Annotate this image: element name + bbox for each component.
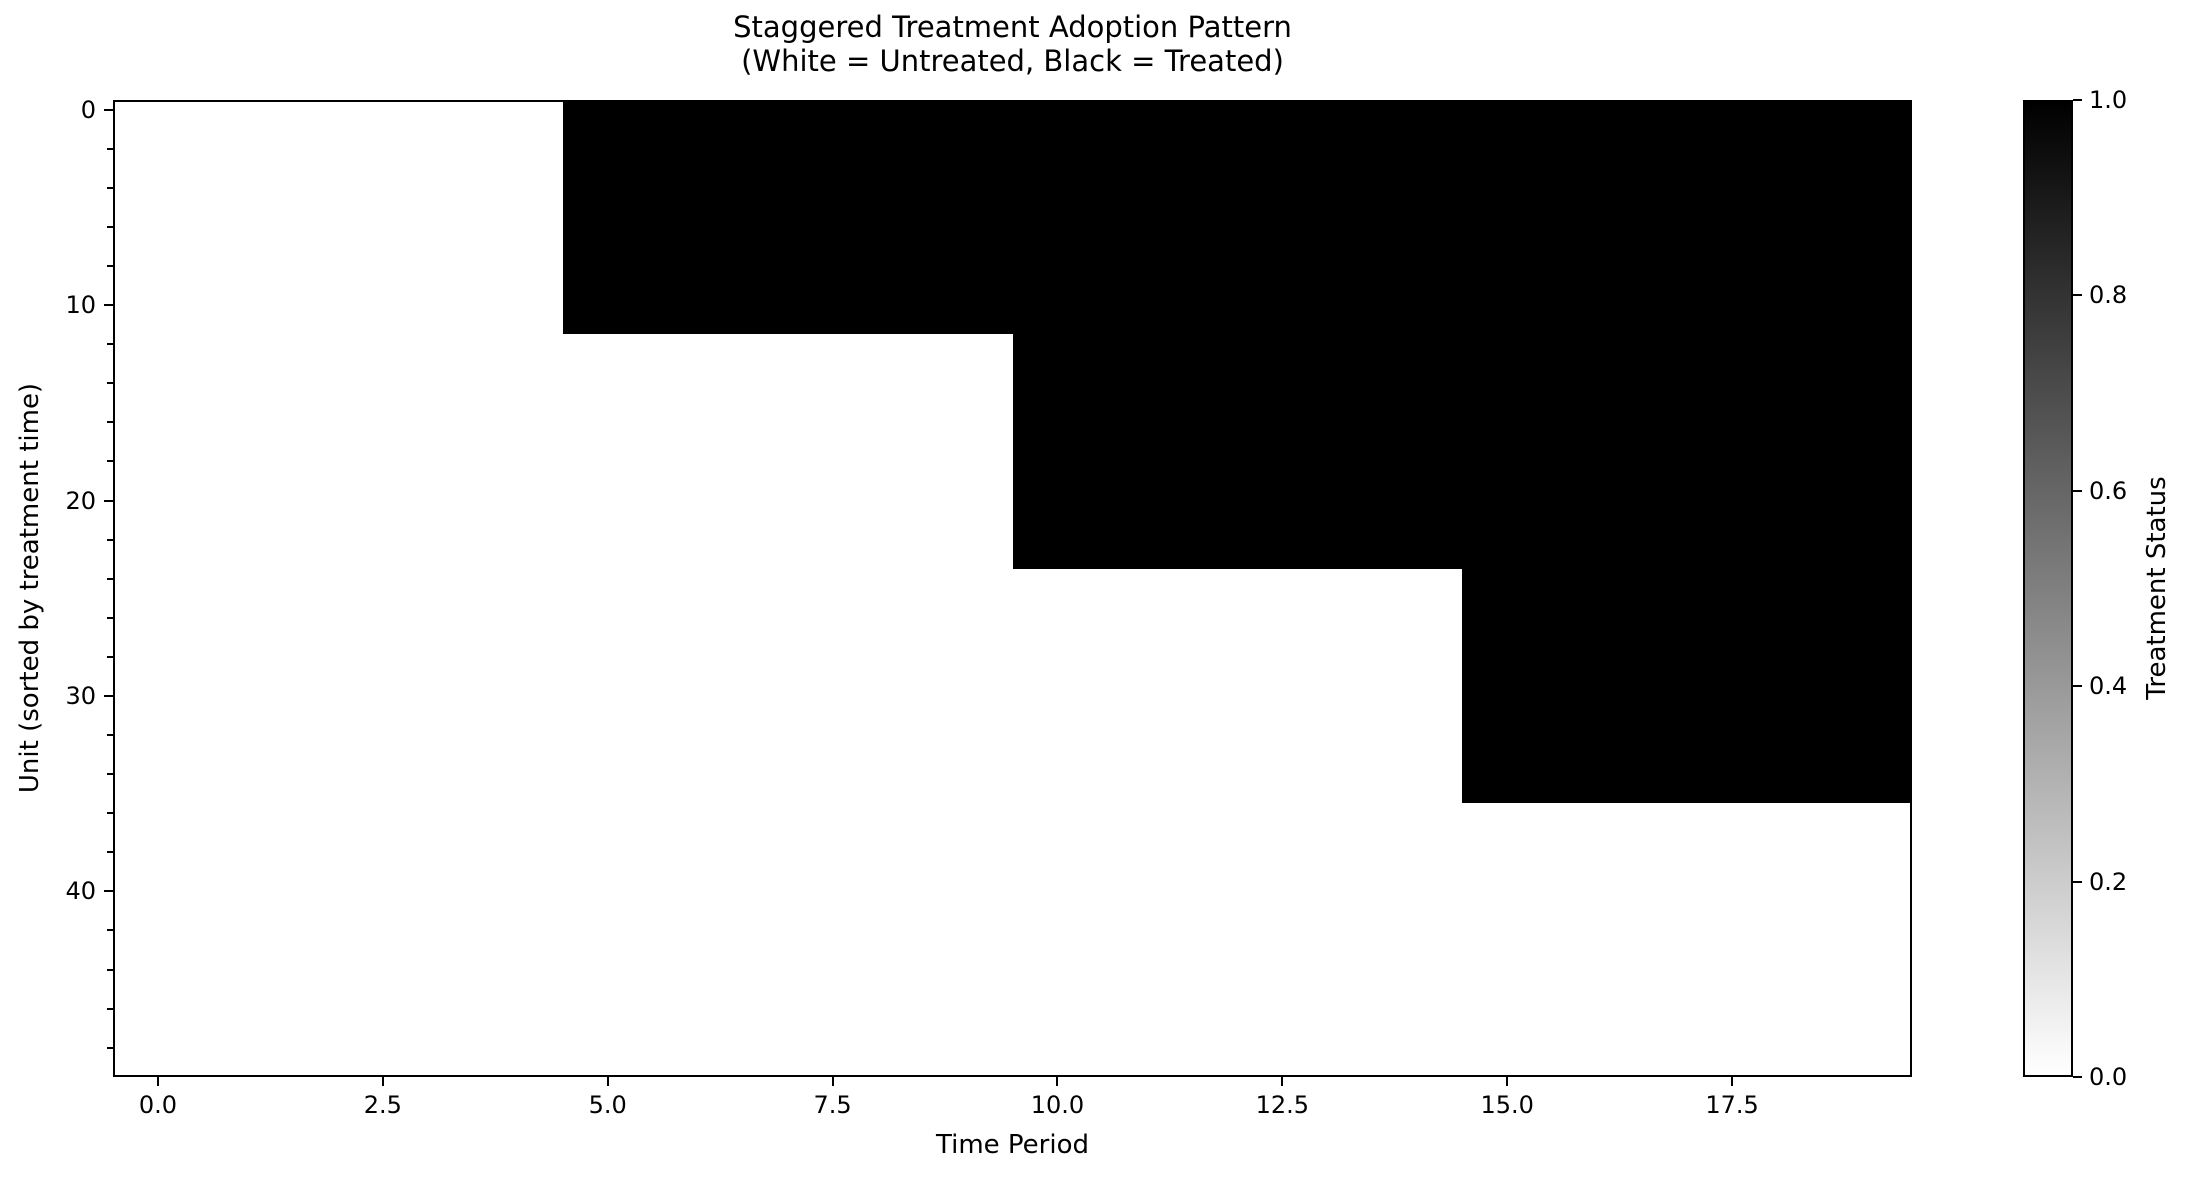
x-tick-mark xyxy=(606,1077,609,1086)
chart-subtitle: (White = Untreated, Black = Treated) xyxy=(741,44,1284,78)
y-tick-label: 20 xyxy=(65,486,96,515)
colorbar-tick-mark xyxy=(2073,294,2082,297)
y-tick-mark xyxy=(104,499,113,502)
colorbar-tick-mark xyxy=(2073,685,2082,688)
x-tick-mark xyxy=(1731,1077,1734,1086)
x-tick-label: 2.5 xyxy=(363,1091,402,1119)
colorbar xyxy=(2023,100,2073,1077)
y-minor-tick-mark xyxy=(107,773,113,776)
y-minor-tick-mark xyxy=(107,538,113,541)
y-minor-tick-mark xyxy=(107,226,113,228)
y-minor-tick-mark xyxy=(107,929,113,932)
x-tick-label: 7.5 xyxy=(813,1091,852,1119)
y-minor-tick-mark xyxy=(107,421,113,424)
x-tick-label: 10.0 xyxy=(1030,1091,1085,1119)
x-tick-label: 12.5 xyxy=(1255,1091,1310,1119)
colorbar-tick-label: 0.4 xyxy=(2089,672,2128,701)
x-tick-mark xyxy=(381,1077,384,1086)
y-minor-tick-mark xyxy=(107,1007,113,1010)
treated-block-units-12-23 xyxy=(1012,334,1912,569)
y-tick-label: 30 xyxy=(65,681,96,710)
y-minor-tick-mark xyxy=(107,186,113,189)
y-tick-label: 40 xyxy=(65,877,96,906)
plot-area xyxy=(113,100,1912,1077)
colorbar-tick-label: 0.8 xyxy=(2089,281,2128,310)
y-minor-tick-mark xyxy=(107,655,113,658)
colorbar-tick-label: 0.2 xyxy=(2089,867,2128,896)
y-tick-mark xyxy=(104,108,113,111)
y-tick-mark xyxy=(104,890,113,893)
y-axis-label: Unit (sorted by treatment time) xyxy=(15,382,45,794)
y-minor-tick-mark xyxy=(107,265,113,268)
y-minor-tick-mark xyxy=(107,343,113,346)
x-tick-label: 17.5 xyxy=(1705,1091,1759,1119)
x-tick-mark xyxy=(831,1077,834,1086)
x-tick-label: 0.0 xyxy=(138,1091,178,1119)
y-minor-tick-mark xyxy=(107,1046,113,1049)
y-minor-tick-mark xyxy=(107,382,113,385)
y-minor-tick-mark xyxy=(107,851,113,854)
y-minor-tick-mark xyxy=(107,734,113,737)
x-tick-mark xyxy=(156,1077,159,1086)
treated-block-units-24-35 xyxy=(1462,568,1912,804)
y-tick-label: 10 xyxy=(65,291,96,320)
colorbar-label: Treatment Status xyxy=(2142,476,2172,700)
colorbar-tick-label: 0.0 xyxy=(2089,1063,2128,1091)
x-tick-mark xyxy=(1281,1077,1284,1086)
y-minor-tick-mark xyxy=(107,616,113,619)
y-minor-tick-mark xyxy=(107,577,113,580)
x-tick-mark xyxy=(1506,1077,1509,1086)
y-minor-tick-mark xyxy=(107,147,113,150)
x-tick-label: 5.0 xyxy=(588,1091,627,1119)
y-minor-tick-mark xyxy=(107,460,113,463)
y-tick-mark xyxy=(104,304,113,307)
y-tick-mark xyxy=(104,694,113,697)
y-minor-tick-mark xyxy=(107,968,113,971)
x-tick-label: 15.0 xyxy=(1480,1091,1534,1119)
x-tick-mark xyxy=(1056,1077,1059,1086)
colorbar-tick-label: 1.0 xyxy=(2089,86,2128,114)
colorbar-tick-mark xyxy=(2073,1076,2082,1078)
treated-block-units-0-11 xyxy=(562,100,1912,335)
colorbar-tick-mark xyxy=(2073,489,2082,492)
y-tick-label: 0 xyxy=(80,95,96,124)
colorbar-tick-mark xyxy=(2073,880,2082,883)
colorbar-tick-label: 0.6 xyxy=(2089,476,2128,505)
x-axis-label: Time Period xyxy=(936,1130,1089,1160)
colorbar-tick-mark xyxy=(2073,99,2082,101)
y-minor-tick-mark xyxy=(107,812,113,815)
chart-title-block: Staggered Treatment Adoption Pattern (Wh… xyxy=(113,10,1912,78)
chart-title: Staggered Treatment Adoption Pattern xyxy=(733,10,1292,44)
